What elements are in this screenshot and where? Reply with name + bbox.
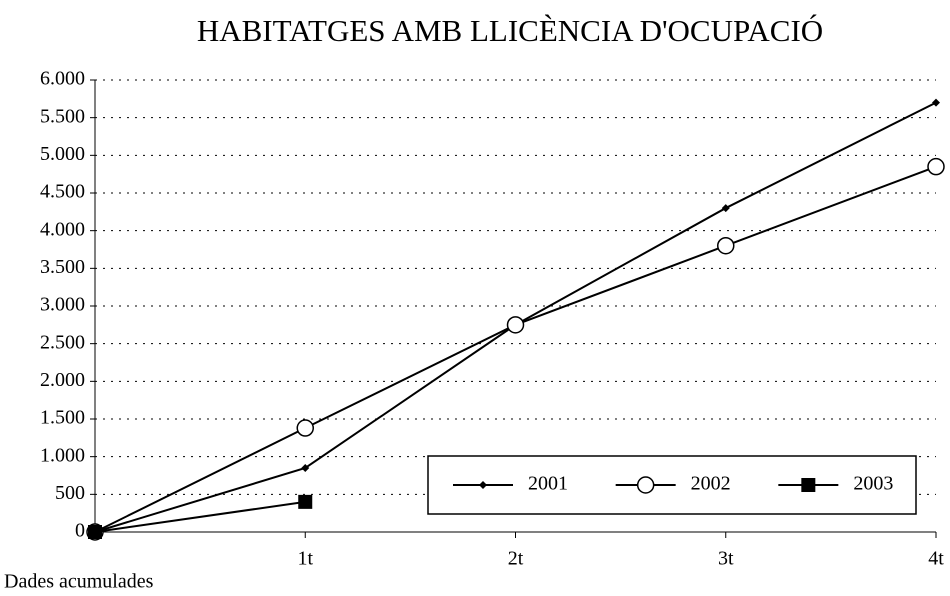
y-tick-label: 1.500: [40, 407, 85, 429]
y-tick-label: 2.000: [40, 369, 85, 391]
marker: [717, 236, 735, 255]
x-tick-label: 3t: [718, 548, 734, 570]
marker: [801, 478, 816, 492]
legend-label: 2002: [691, 473, 731, 495]
y-tick-label: 4.500: [40, 181, 85, 203]
marker: [932, 98, 940, 107]
y-tick-label: 6.000: [40, 68, 85, 90]
chart-title: HABITATGES AMB LLICÈNCIA D'OCUPACIÓ: [197, 13, 823, 48]
y-tick-label: 2.500: [40, 331, 85, 353]
x-tick-label: 1t: [297, 548, 313, 570]
y-tick-label: 5.500: [40, 105, 85, 127]
marker: [296, 419, 314, 437]
y-tick-label: 1.000: [40, 444, 85, 466]
marker: [506, 316, 525, 334]
y-tick-label: 4.000: [40, 218, 85, 240]
marker: [88, 525, 102, 539]
series-line: [94, 500, 306, 533]
x-tick-label: 4t: [928, 548, 944, 570]
legend-label: 2001: [528, 473, 568, 495]
y-tick-label: 3.500: [40, 256, 85, 278]
y-tick-label: 500: [55, 482, 85, 504]
marker: [479, 481, 487, 489]
y-tick-label: 5.000: [40, 143, 85, 165]
marker: [301, 463, 310, 472]
chart-note: Dades acumulades: [4, 571, 154, 593]
marker: [721, 204, 730, 213]
y-tick-label: 0: [75, 520, 85, 542]
legend-label: 2003: [853, 473, 893, 495]
marker: [298, 494, 313, 509]
marker: [927, 157, 945, 176]
y-tick-label: 3.000: [40, 294, 85, 316]
x-tick-label: 2t: [508, 548, 524, 570]
marker: [636, 476, 655, 494]
